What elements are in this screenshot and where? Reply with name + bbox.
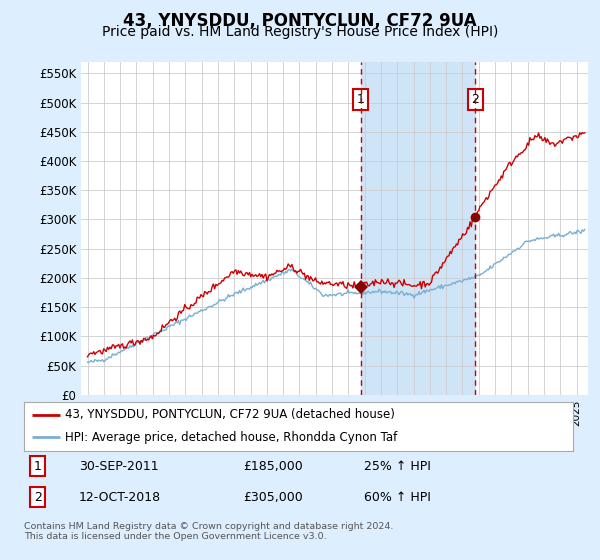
Text: 43, YNYSDDU, PONTYCLUN, CF72 9UA: 43, YNYSDDU, PONTYCLUN, CF72 9UA xyxy=(123,12,477,30)
Text: 43, YNYSDDU, PONTYCLUN, CF72 9UA (detached house): 43, YNYSDDU, PONTYCLUN, CF72 9UA (detach… xyxy=(65,408,395,421)
Text: 1: 1 xyxy=(356,93,365,106)
Text: 60% ↑ HPI: 60% ↑ HPI xyxy=(364,491,431,504)
Text: £185,000: £185,000 xyxy=(244,460,304,473)
Text: £305,000: £305,000 xyxy=(244,491,304,504)
Bar xyxy=(361,62,475,395)
Text: 2: 2 xyxy=(472,93,479,106)
Text: 12-OCT-2018: 12-OCT-2018 xyxy=(79,491,161,504)
Text: 30-SEP-2011: 30-SEP-2011 xyxy=(79,460,158,473)
Text: 25% ↑ HPI: 25% ↑ HPI xyxy=(364,460,431,473)
Text: Contains HM Land Registry data © Crown copyright and database right 2024.
This d: Contains HM Land Registry data © Crown c… xyxy=(24,522,394,542)
Text: Price paid vs. HM Land Registry's House Price Index (HPI): Price paid vs. HM Land Registry's House … xyxy=(102,25,498,39)
Text: 1: 1 xyxy=(34,460,41,473)
Text: 2: 2 xyxy=(34,491,41,504)
Text: HPI: Average price, detached house, Rhondda Cynon Taf: HPI: Average price, detached house, Rhon… xyxy=(65,431,397,444)
